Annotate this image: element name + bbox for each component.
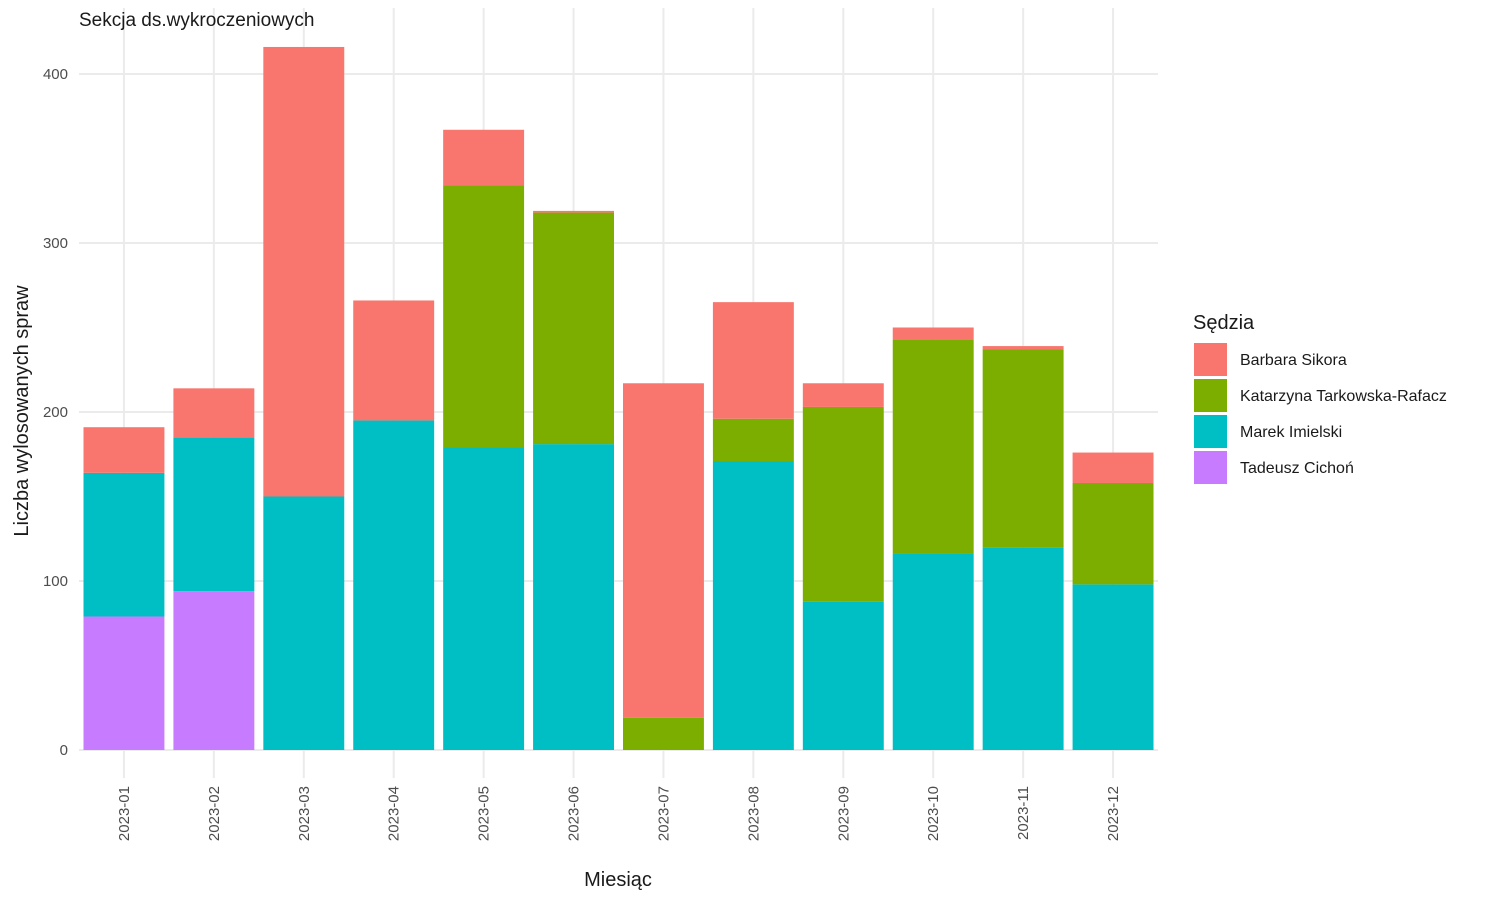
bar-segment	[173, 591, 254, 750]
bar-segment	[443, 130, 524, 186]
bar-segment	[623, 718, 704, 750]
y-tick-label: 400	[43, 66, 68, 83]
x-axis-title: Miesiąc	[584, 869, 652, 891]
chart-title: Sekcja ds.wykroczeniowych	[79, 10, 314, 31]
x-tick-label: 2023-10	[925, 786, 942, 841]
bar-segment	[173, 437, 254, 591]
bar-segment	[173, 388, 254, 437]
bar-segment	[983, 349, 1064, 547]
bar-segment	[1073, 453, 1154, 483]
x-tick-label: 2023-04	[386, 786, 403, 841]
bar-segment	[983, 547, 1064, 750]
stacked-bar-chart: 0100200300400 2023-01 2023-02 2023-03 2023-…	[0, 0, 1500, 900]
y-axis-title: Liczba wylosowanych spraw	[11, 285, 33, 537]
x-tick-label: 2023-08	[745, 786, 762, 841]
bar-segment	[533, 213, 614, 445]
y-tick-label: 200	[43, 404, 68, 421]
y-tick-label: 100	[43, 573, 68, 590]
bar-segment	[1073, 584, 1154, 750]
bar-segment	[533, 444, 614, 750]
bars	[83, 47, 1153, 750]
x-tick-label: 2023-07	[655, 786, 672, 841]
bar-segment	[83, 427, 164, 473]
bar-segment	[803, 383, 884, 407]
bar-segment	[983, 346, 1064, 349]
x-tick-label: 2023-03	[296, 786, 313, 841]
legend-swatch	[1194, 379, 1227, 412]
bar-segment	[1073, 483, 1154, 584]
legend-label: Marek Imielski	[1240, 424, 1342, 441]
bar-segment	[83, 616, 164, 750]
x-tick-label: 2023-09	[835, 786, 852, 841]
bar-segment	[803, 601, 884, 750]
bar-segment	[893, 328, 974, 340]
x-tick-label: 2023-11	[1015, 786, 1032, 840]
bar-segment	[803, 407, 884, 601]
x-tick-label: 2023-01	[116, 786, 133, 841]
legend-label: Tadeusz Cichoń	[1240, 460, 1354, 477]
bar-segment	[893, 339, 974, 554]
legend-swatch	[1194, 415, 1227, 448]
y-axis-ticks: 0 100 200 300 400	[43, 66, 68, 759]
bar-segment	[443, 447, 524, 750]
legend-swatch	[1194, 343, 1227, 376]
bar-segment	[263, 497, 344, 751]
x-tick-label: 2023-05	[476, 786, 493, 841]
bar-segment	[443, 186, 524, 448]
bar-segment	[713, 302, 794, 419]
bar-segment	[353, 300, 434, 420]
bar-segment	[713, 461, 794, 750]
legend-swatch	[1194, 451, 1227, 484]
x-tick-label: 2023-02	[206, 786, 223, 841]
bar-segment	[623, 383, 704, 718]
x-tick-label: 2023-06	[566, 786, 583, 841]
bar-segment	[83, 473, 164, 617]
legend-title: Sędzia	[1193, 312, 1255, 334]
y-tick-label: 300	[43, 235, 68, 252]
bar-segment	[713, 419, 794, 461]
y-tick-label: 0	[60, 742, 68, 759]
legend-label: Barbara Sikora	[1240, 352, 1347, 369]
x-axis-ticks: 2023-01 2023-02 2023-03 2023-04 2023-05 2023-…	[116, 786, 1122, 841]
x-tick-label: 2023-12	[1105, 786, 1122, 841]
bar-segment	[893, 554, 974, 750]
legend: Sędzia Barbara Sikora Katarzyna Tarkowska…	[1193, 312, 1447, 484]
legend-label: Katarzyna Tarkowska-Rafacz	[1240, 388, 1447, 405]
bar-segment	[263, 47, 344, 497]
bar-segment	[353, 420, 434, 750]
bar-segment	[533, 211, 614, 213]
